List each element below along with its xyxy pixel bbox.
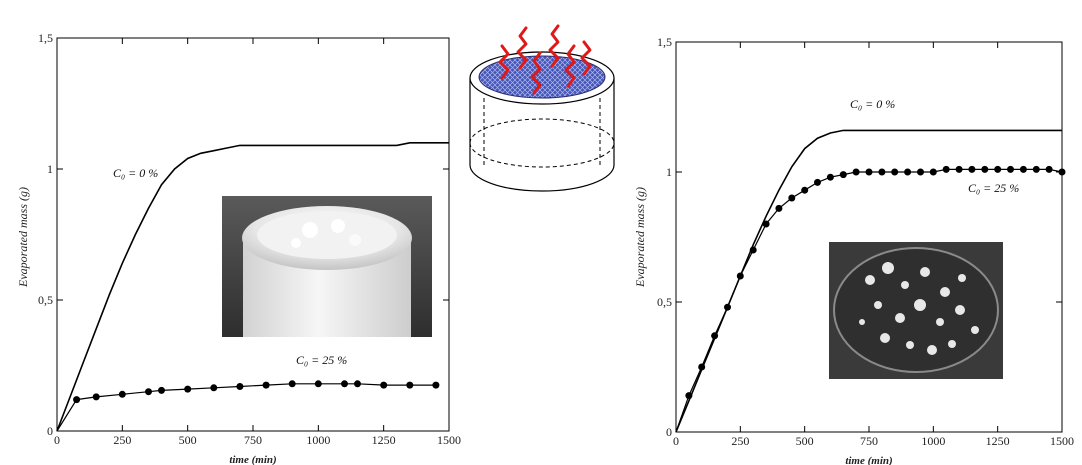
inset-photo-salt-crystals	[829, 242, 1003, 379]
series-1-point	[158, 386, 165, 394]
series-1-point	[891, 168, 899, 176]
series-0-line	[56, 142, 449, 432]
axes-frame-left	[56, 37, 450, 432]
y-tick-label: 0	[47, 424, 53, 438]
x-tick-label: 0	[54, 433, 60, 447]
series-1-point	[432, 381, 440, 389]
x-tick-label: 1000	[921, 434, 945, 448]
series-1-point	[724, 303, 731, 311]
series-1-point	[262, 381, 270, 389]
y-axis-label-right: Evaporated mass (g)	[633, 187, 647, 288]
x-tick-label: 1250	[986, 434, 1010, 448]
series-1-point	[210, 384, 218, 392]
y-tick-label: 0	[666, 425, 672, 439]
x-tick-label: 250	[113, 433, 131, 447]
series-1-point	[929, 168, 937, 176]
series-1-point	[749, 246, 757, 254]
series-1-point	[852, 168, 860, 176]
series-1-point	[145, 388, 152, 396]
series-1-point	[736, 272, 744, 280]
evaporation-arrows	[498, 24, 592, 95]
y-tick-label: 1	[47, 162, 53, 176]
annotation-c0-0-right: C₀ = 0 %	[850, 97, 895, 111]
salt-crystals	[859, 262, 979, 355]
series-1-point	[762, 220, 770, 228]
series-1-point	[711, 332, 719, 340]
series-1-point	[380, 381, 388, 389]
cylinder-diagram	[469, 24, 615, 192]
chart-right: 0 250 500 750 1000 1250 1500 0 0,5 1 1,5 Evaporate…	[633, 35, 1074, 465]
axes-frame-right	[675, 41, 1063, 433]
series-1-point	[1007, 165, 1014, 173]
inset-photo-salt-crust	[222, 196, 432, 337]
series-1-point	[917, 168, 924, 176]
series-1-point	[826, 173, 834, 181]
series-1-point	[968, 165, 976, 173]
y-tick-label: 0,5	[38, 293, 53, 307]
x-tick-label: 1500	[437, 433, 461, 447]
annotation-c0-25-right: C₀ = 25 %	[968, 181, 1019, 195]
series-1-point	[814, 178, 821, 186]
series-1-point	[685, 392, 693, 400]
series-1-point	[878, 168, 886, 176]
series-1-point	[92, 393, 100, 401]
series-1-point	[904, 168, 912, 176]
x-tick-label: 1500	[1050, 434, 1074, 448]
x-tick-label: 500	[179, 433, 197, 447]
series-1-point	[184, 385, 192, 393]
series-1-point	[994, 165, 1002, 173]
x-tick-label: 1000	[306, 433, 330, 447]
x-tick-label: 750	[244, 433, 262, 447]
y-tick-label: 0,5	[657, 295, 672, 309]
series-1-point	[314, 380, 322, 388]
y-axis-label-left: Evaporated mass (g)	[16, 187, 30, 288]
series-1-point	[236, 383, 244, 390]
plot-area-right: 0 250 500 750 1000 1250 1500 0 0,5 1 1,5	[657, 35, 1074, 448]
x-axis-label-right: time (min)	[845, 455, 892, 465]
annotation-c0-25-left: C₀ = 25 %	[296, 353, 347, 367]
plot-area-left: 0 250 500 750 1000 1250 1500 0 0,5 1 1,5	[38, 31, 461, 447]
y-tick-label: 1	[666, 165, 672, 179]
series-1-point	[354, 380, 361, 388]
x-tick-label: 250	[731, 434, 749, 448]
series-1-point	[288, 380, 296, 388]
series-1-point	[1032, 165, 1040, 173]
y-tick-label: 1,5	[657, 35, 672, 49]
porous-medium-surface	[478, 55, 606, 99]
y-tick-label: 1,5	[38, 31, 53, 45]
x-tick-label: 500	[796, 434, 814, 448]
series-1-line	[56, 383, 436, 432]
series-1-point	[801, 186, 809, 194]
series-1-point	[839, 171, 847, 179]
annotation-c0-0-left: C₀ = 0 %	[113, 166, 158, 180]
series-1-point	[865, 168, 873, 176]
series-1-point	[981, 165, 989, 173]
x-tick-label: 1250	[372, 433, 396, 447]
series-1-point	[955, 165, 963, 173]
series-1-point	[341, 380, 348, 388]
series-1-point	[406, 381, 414, 389]
series-1-point	[118, 390, 126, 398]
series-1-point	[1045, 165, 1053, 173]
series-1-point	[1019, 165, 1027, 173]
x-tick-label: 750	[860, 434, 878, 448]
series-1-point	[698, 363, 706, 371]
series-1-point	[788, 194, 796, 202]
chart-left: 0 250 500 750 1000 1250 1500 0 0,5 1 1,5 Evaporate…	[16, 31, 461, 465]
series-1-point	[942, 165, 950, 173]
x-tick-label: 0	[673, 434, 679, 448]
x-axis-label-left: time (min)	[229, 454, 276, 465]
series-1-point	[73, 396, 81, 404]
series-1-point	[775, 204, 783, 212]
